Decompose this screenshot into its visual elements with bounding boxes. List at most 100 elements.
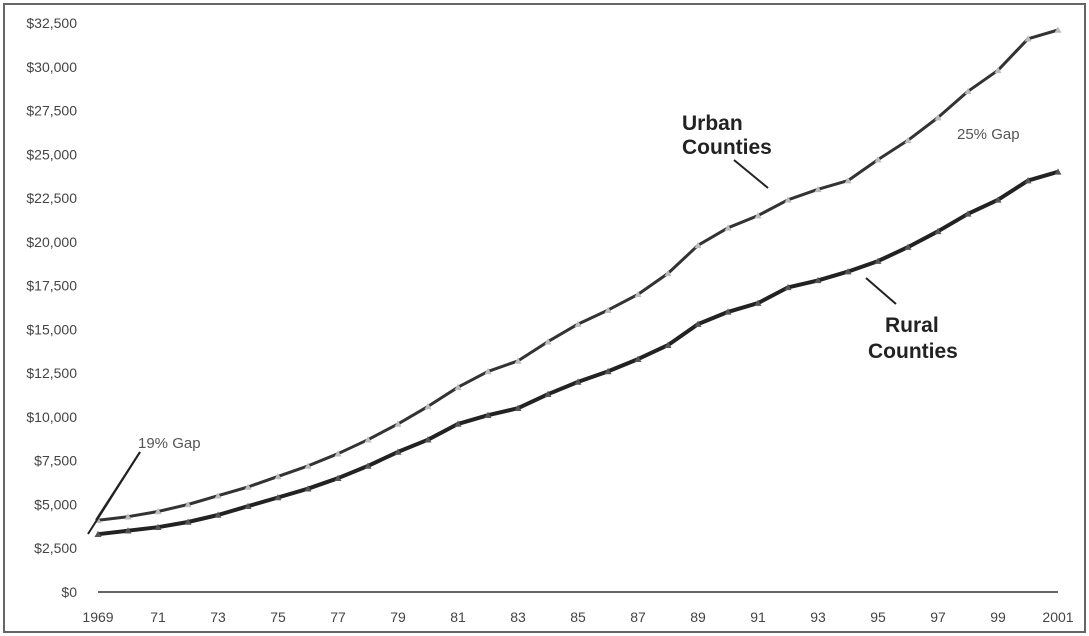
rural-data-point	[244, 502, 252, 510]
x-tick-label: 95	[870, 609, 886, 625]
urban-data-point	[424, 402, 432, 410]
x-tick-label: 71	[150, 609, 166, 625]
rural-data-point	[634, 355, 642, 362]
urban-data-point	[904, 136, 912, 144]
urban-data-point	[1024, 35, 1032, 42]
rural-data-point	[844, 268, 852, 275]
x-tick-label: 75	[270, 609, 286, 625]
y-tick-labels: $0 $2,500 $5,000 $7,500 $10,000 $12,500 $15,00…	[26, 15, 77, 600]
urban-data-point	[994, 66, 1002, 74]
x-tick-label: 77	[330, 609, 346, 625]
urban-data-point	[634, 290, 642, 298]
y-tick-label: $15,000	[26, 321, 77, 337]
rural-data-point	[184, 518, 192, 525]
urban-data-point	[214, 492, 222, 499]
rural-data-point	[94, 530, 102, 538]
urban-data-point	[574, 320, 582, 327]
rural-data-point	[784, 283, 792, 291]
rural-data-point	[394, 448, 402, 455]
rural-data-point	[574, 378, 582, 385]
x-tick-label: 99	[990, 609, 1006, 625]
rural-label-line2: Counties	[868, 340, 958, 363]
urban-data-point	[484, 367, 492, 375]
rural-data-point	[214, 511, 222, 518]
urban-label-line2: Counties	[682, 136, 772, 159]
rural-data-point	[484, 411, 492, 418]
urban-label-line1: Urban	[682, 112, 743, 135]
x-tick-label: 2001	[1042, 609, 1073, 625]
series-points	[94, 26, 1062, 538]
y-tick-label: $30,000	[26, 59, 77, 75]
rural-data-point	[724, 308, 732, 315]
rural-data-point	[454, 420, 462, 427]
rural-data-point	[754, 299, 762, 306]
gap-end-annotation: 25% Gap	[957, 126, 1020, 143]
urban-data-point	[844, 177, 852, 184]
urban-data-point	[184, 500, 192, 508]
y-tick-label: $7,500	[34, 453, 77, 469]
rural-data-point	[124, 527, 132, 534]
rural-data-point	[874, 257, 882, 264]
urban-data-point	[874, 156, 882, 163]
urban-data-point	[694, 241, 702, 249]
urban-data-point	[514, 357, 522, 364]
urban-data-point	[814, 185, 822, 193]
rural-data-point	[424, 436, 432, 443]
rural-data-point	[154, 523, 162, 531]
urban-data-point	[664, 269, 672, 277]
y-tick-label: $12,500	[26, 365, 77, 381]
y-tick-label: $25,000	[26, 146, 77, 162]
gap-start-annotation: 19% Gap	[138, 435, 201, 452]
urban-data-point	[124, 513, 132, 520]
series-lines	[97, 28, 1059, 537]
rural-data-point	[904, 243, 912, 250]
rural-data-point	[514, 404, 522, 411]
rural-data-point	[364, 462, 372, 469]
x-tick-label: 87	[630, 609, 646, 625]
gap-start-arrow-rural	[87, 451, 141, 535]
x-tick-label: 81	[450, 609, 466, 625]
urban-data-point	[454, 383, 462, 390]
urban-data-point	[244, 483, 252, 490]
rural-data-point	[1024, 177, 1032, 184]
y-tick-label: $27,500	[26, 103, 77, 119]
rural-data-point	[814, 276, 822, 284]
urban-data-point	[364, 436, 372, 443]
x-tick-label: 85	[570, 609, 586, 625]
urban-data-point	[274, 472, 282, 480]
urban-data-point	[604, 306, 612, 313]
urban-data-point	[304, 462, 312, 469]
rural-data-point	[304, 485, 312, 492]
y-tick-label: $22,500	[26, 190, 77, 206]
x-tick-label: 89	[690, 609, 706, 625]
plot-border	[3, 3, 1086, 633]
y-tick-label: $20,000	[26, 234, 77, 250]
rural-data-point	[1054, 168, 1062, 175]
rural-label-line1: Rural	[885, 314, 939, 337]
urban-label-pointer	[733, 159, 769, 189]
urban-series-line	[97, 28, 1059, 522]
urban-data-point	[784, 196, 792, 203]
x-tick-label: 79	[390, 609, 406, 625]
rural-data-point	[694, 320, 702, 327]
urban-data-point	[934, 114, 942, 121]
rural-data-point	[934, 227, 942, 235]
y-tick-label: $2,500	[34, 540, 77, 556]
x-tick-label: 83	[510, 609, 526, 625]
urban-data-point	[334, 450, 342, 457]
urban-data-point	[754, 212, 762, 219]
rural-data-point	[964, 210, 972, 217]
x-tick-label: 97	[930, 609, 946, 625]
y-tick-label: $0	[61, 584, 77, 600]
rural-data-point	[604, 367, 612, 375]
rural-data-point	[994, 196, 1002, 203]
y-tick-label: $32,500	[26, 15, 77, 31]
urban-data-point	[154, 507, 162, 515]
urban-data-point	[544, 338, 552, 345]
x-tick-labels: 1969 71 73 75 77 79 81 83 85 87 89 91 93 95 97 99 2001	[82, 609, 1073, 625]
rural-data-point	[274, 493, 282, 501]
rural-data-point	[334, 474, 342, 481]
urban-data-point	[724, 224, 732, 231]
